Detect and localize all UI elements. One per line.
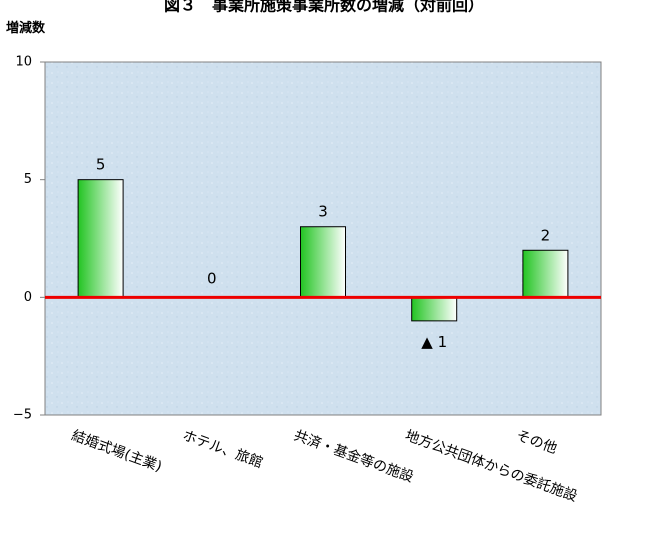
y-tick-label: 10 bbox=[15, 55, 32, 70]
x-tick-label: 結婚式場(主業) bbox=[69, 428, 164, 476]
y-tick-label: 5 bbox=[24, 172, 32, 187]
x-tick-label: ホテル、旅館 bbox=[180, 427, 265, 472]
data-label: 0 bbox=[207, 269, 217, 287]
y-tick-label: −5 bbox=[13, 408, 32, 423]
chart-title: 図３ 事業所施策事業所数の増減（対前回） bbox=[164, 0, 484, 15]
data-label: 2 bbox=[541, 226, 551, 244]
data-label: ▲ 1 bbox=[421, 333, 447, 351]
bar bbox=[77, 179, 124, 298]
data-label: 3 bbox=[318, 203, 328, 221]
y-tick-label: 0 bbox=[24, 290, 32, 305]
data-label: 5 bbox=[96, 156, 106, 174]
y-axis-label: 増減数 bbox=[6, 20, 46, 36]
bar bbox=[411, 296, 458, 322]
x-tick-label: その他 bbox=[514, 428, 559, 457]
bar bbox=[300, 226, 346, 298]
bar bbox=[522, 249, 569, 298]
data-labels: 5 0 3 ▲ 1 2 bbox=[96, 156, 550, 351]
x-tick-label: 共済・基金等の施設 bbox=[292, 427, 416, 486]
y-axis: 10 5 0 −5 bbox=[13, 55, 45, 423]
